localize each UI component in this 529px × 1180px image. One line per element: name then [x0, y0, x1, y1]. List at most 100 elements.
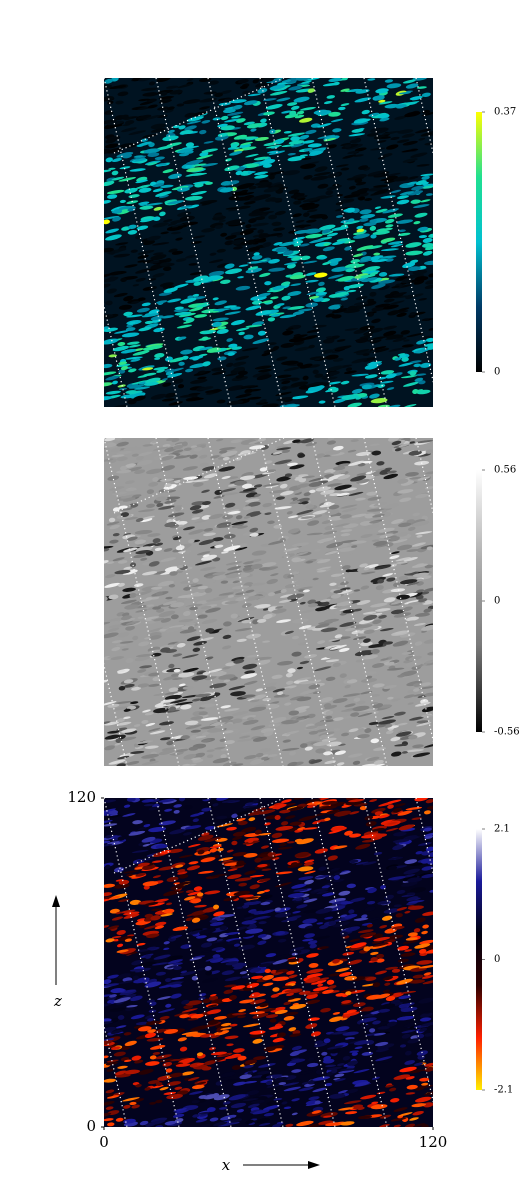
- texture: [201, 1066, 212, 1071]
- texture: [313, 548, 321, 552]
- texture: [184, 125, 197, 131]
- texture: [105, 574, 116, 579]
- texture: [172, 1113, 185, 1118]
- texture: [123, 913, 140, 919]
- texture: [247, 246, 260, 252]
- texture: [126, 1004, 138, 1008]
- texture: [205, 392, 215, 395]
- texture: [224, 118, 242, 123]
- texture: [416, 440, 433, 444]
- texture: [145, 343, 164, 348]
- texture: [163, 266, 172, 271]
- texture: [225, 961, 239, 966]
- texture: [145, 1122, 157, 1127]
- texture: [123, 533, 131, 536]
- dotted-line: [207, 78, 284, 407]
- texture: [200, 605, 212, 610]
- texture: [375, 833, 388, 838]
- texture: [252, 807, 267, 812]
- texture: [320, 627, 338, 633]
- texture: [258, 234, 272, 239]
- texture: [370, 1104, 388, 1110]
- texture: [286, 958, 300, 963]
- texture: [373, 252, 381, 256]
- texture: [329, 644, 348, 650]
- texture: [178, 874, 189, 879]
- texture: [150, 315, 164, 321]
- texture: [238, 264, 249, 267]
- x-tick-label: 120: [419, 1133, 448, 1151]
- texture: [163, 1029, 179, 1034]
- texture: [141, 753, 159, 759]
- texture: [312, 510, 328, 515]
- texture: [222, 492, 240, 496]
- texture: [295, 219, 305, 224]
- texture: [176, 324, 192, 329]
- texture: [284, 702, 292, 706]
- texture: [368, 721, 379, 726]
- texture: [257, 863, 268, 868]
- texture: [346, 289, 357, 293]
- texture: [234, 627, 252, 632]
- texture: [153, 707, 169, 714]
- texture: [408, 266, 421, 271]
- texture: [107, 730, 120, 734]
- texture: [387, 725, 400, 729]
- texture: [381, 915, 393, 921]
- texture: [319, 697, 333, 703]
- texture: [134, 386, 151, 390]
- texture: [150, 128, 166, 133]
- texture: [360, 834, 378, 839]
- texture: [372, 619, 382, 625]
- texture: [104, 545, 114, 549]
- texture: [230, 319, 245, 326]
- texture: [104, 1003, 112, 1008]
- texture: [118, 369, 126, 374]
- texture: [194, 904, 207, 908]
- texture: [416, 389, 431, 395]
- texture: [193, 886, 203, 892]
- texture: [283, 1106, 292, 1110]
- texture: [276, 397, 293, 402]
- texture: [327, 274, 344, 279]
- texture: [157, 1076, 169, 1081]
- texture: [230, 439, 243, 444]
- texture: [264, 512, 272, 515]
- texture: [292, 236, 306, 241]
- texture: [104, 582, 121, 588]
- texture: [276, 619, 292, 623]
- texture: [408, 734, 418, 740]
- texture: [123, 295, 134, 302]
- texture: [228, 685, 246, 691]
- texture: [109, 271, 122, 276]
- texture: [360, 533, 373, 539]
- texture: [223, 621, 232, 627]
- texture: [120, 349, 137, 354]
- texture: [409, 360, 422, 364]
- texture: [203, 91, 217, 95]
- texture: [293, 243, 301, 247]
- texture: [164, 499, 177, 504]
- texture: [233, 890, 251, 897]
- texture: [300, 609, 315, 614]
- texture: [198, 1095, 208, 1099]
- texture: [177, 336, 187, 340]
- texture: [304, 859, 315, 864]
- texture: [224, 976, 242, 982]
- texture: [236, 810, 254, 815]
- texture: [397, 489, 414, 494]
- texture: [224, 311, 241, 315]
- texture: [306, 968, 324, 974]
- texture: [259, 159, 276, 165]
- texture: [151, 962, 170, 966]
- texture: [214, 135, 229, 141]
- texture: [111, 640, 123, 644]
- texture: [119, 166, 131, 170]
- texture: [378, 272, 388, 277]
- texture: [370, 339, 382, 344]
- texture: [169, 738, 187, 742]
- texture: [231, 1065, 241, 1071]
- texture: [151, 860, 163, 863]
- texture: [366, 133, 379, 137]
- texture: [291, 1069, 302, 1073]
